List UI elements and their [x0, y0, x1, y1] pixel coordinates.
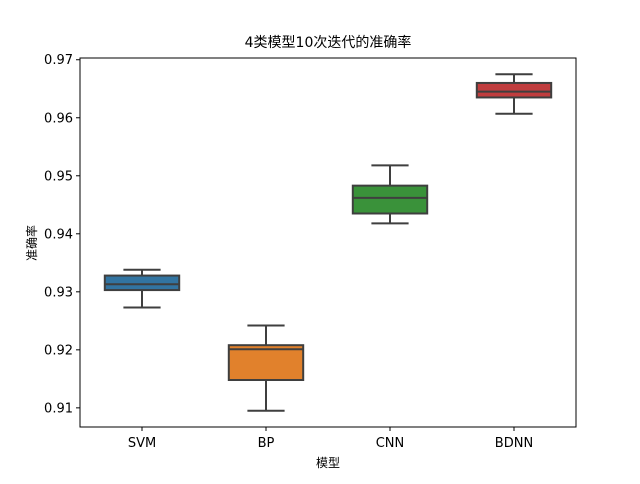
y-tick-label: 0.93: [44, 285, 73, 300]
y-tick-label: 0.92: [44, 343, 73, 358]
y-tick-label: 0.91: [44, 401, 73, 416]
plot-area: 0.91 0.92 0.93 0.94 0.95 0.96 0.97 SVM BP CNN BDNN: [44, 53, 577, 451]
chart-title: 4类模型10次迭代的准确率: [245, 34, 412, 51]
box-svm: [103, 274, 181, 292]
x-tick-label: BDNN: [495, 436, 533, 451]
y-axis-title: 准确率: [24, 225, 39, 261]
y-tick-label: 0.97: [44, 53, 73, 68]
box-cnn: [351, 184, 429, 215]
box-bdnn: [475, 81, 553, 99]
x-tick-label: SVM: [128, 436, 156, 451]
x-tick-label: CNN: [376, 436, 405, 451]
x-axis-title: 模型: [316, 456, 340, 470]
y-tick-label: 0.96: [44, 111, 73, 126]
y-tick-label: 0.95: [44, 169, 73, 184]
y-tick-label: 0.94: [44, 227, 73, 242]
box-bp: [227, 344, 305, 382]
x-tick-label: BP: [258, 436, 275, 451]
axes-frame: [79, 57, 577, 428]
